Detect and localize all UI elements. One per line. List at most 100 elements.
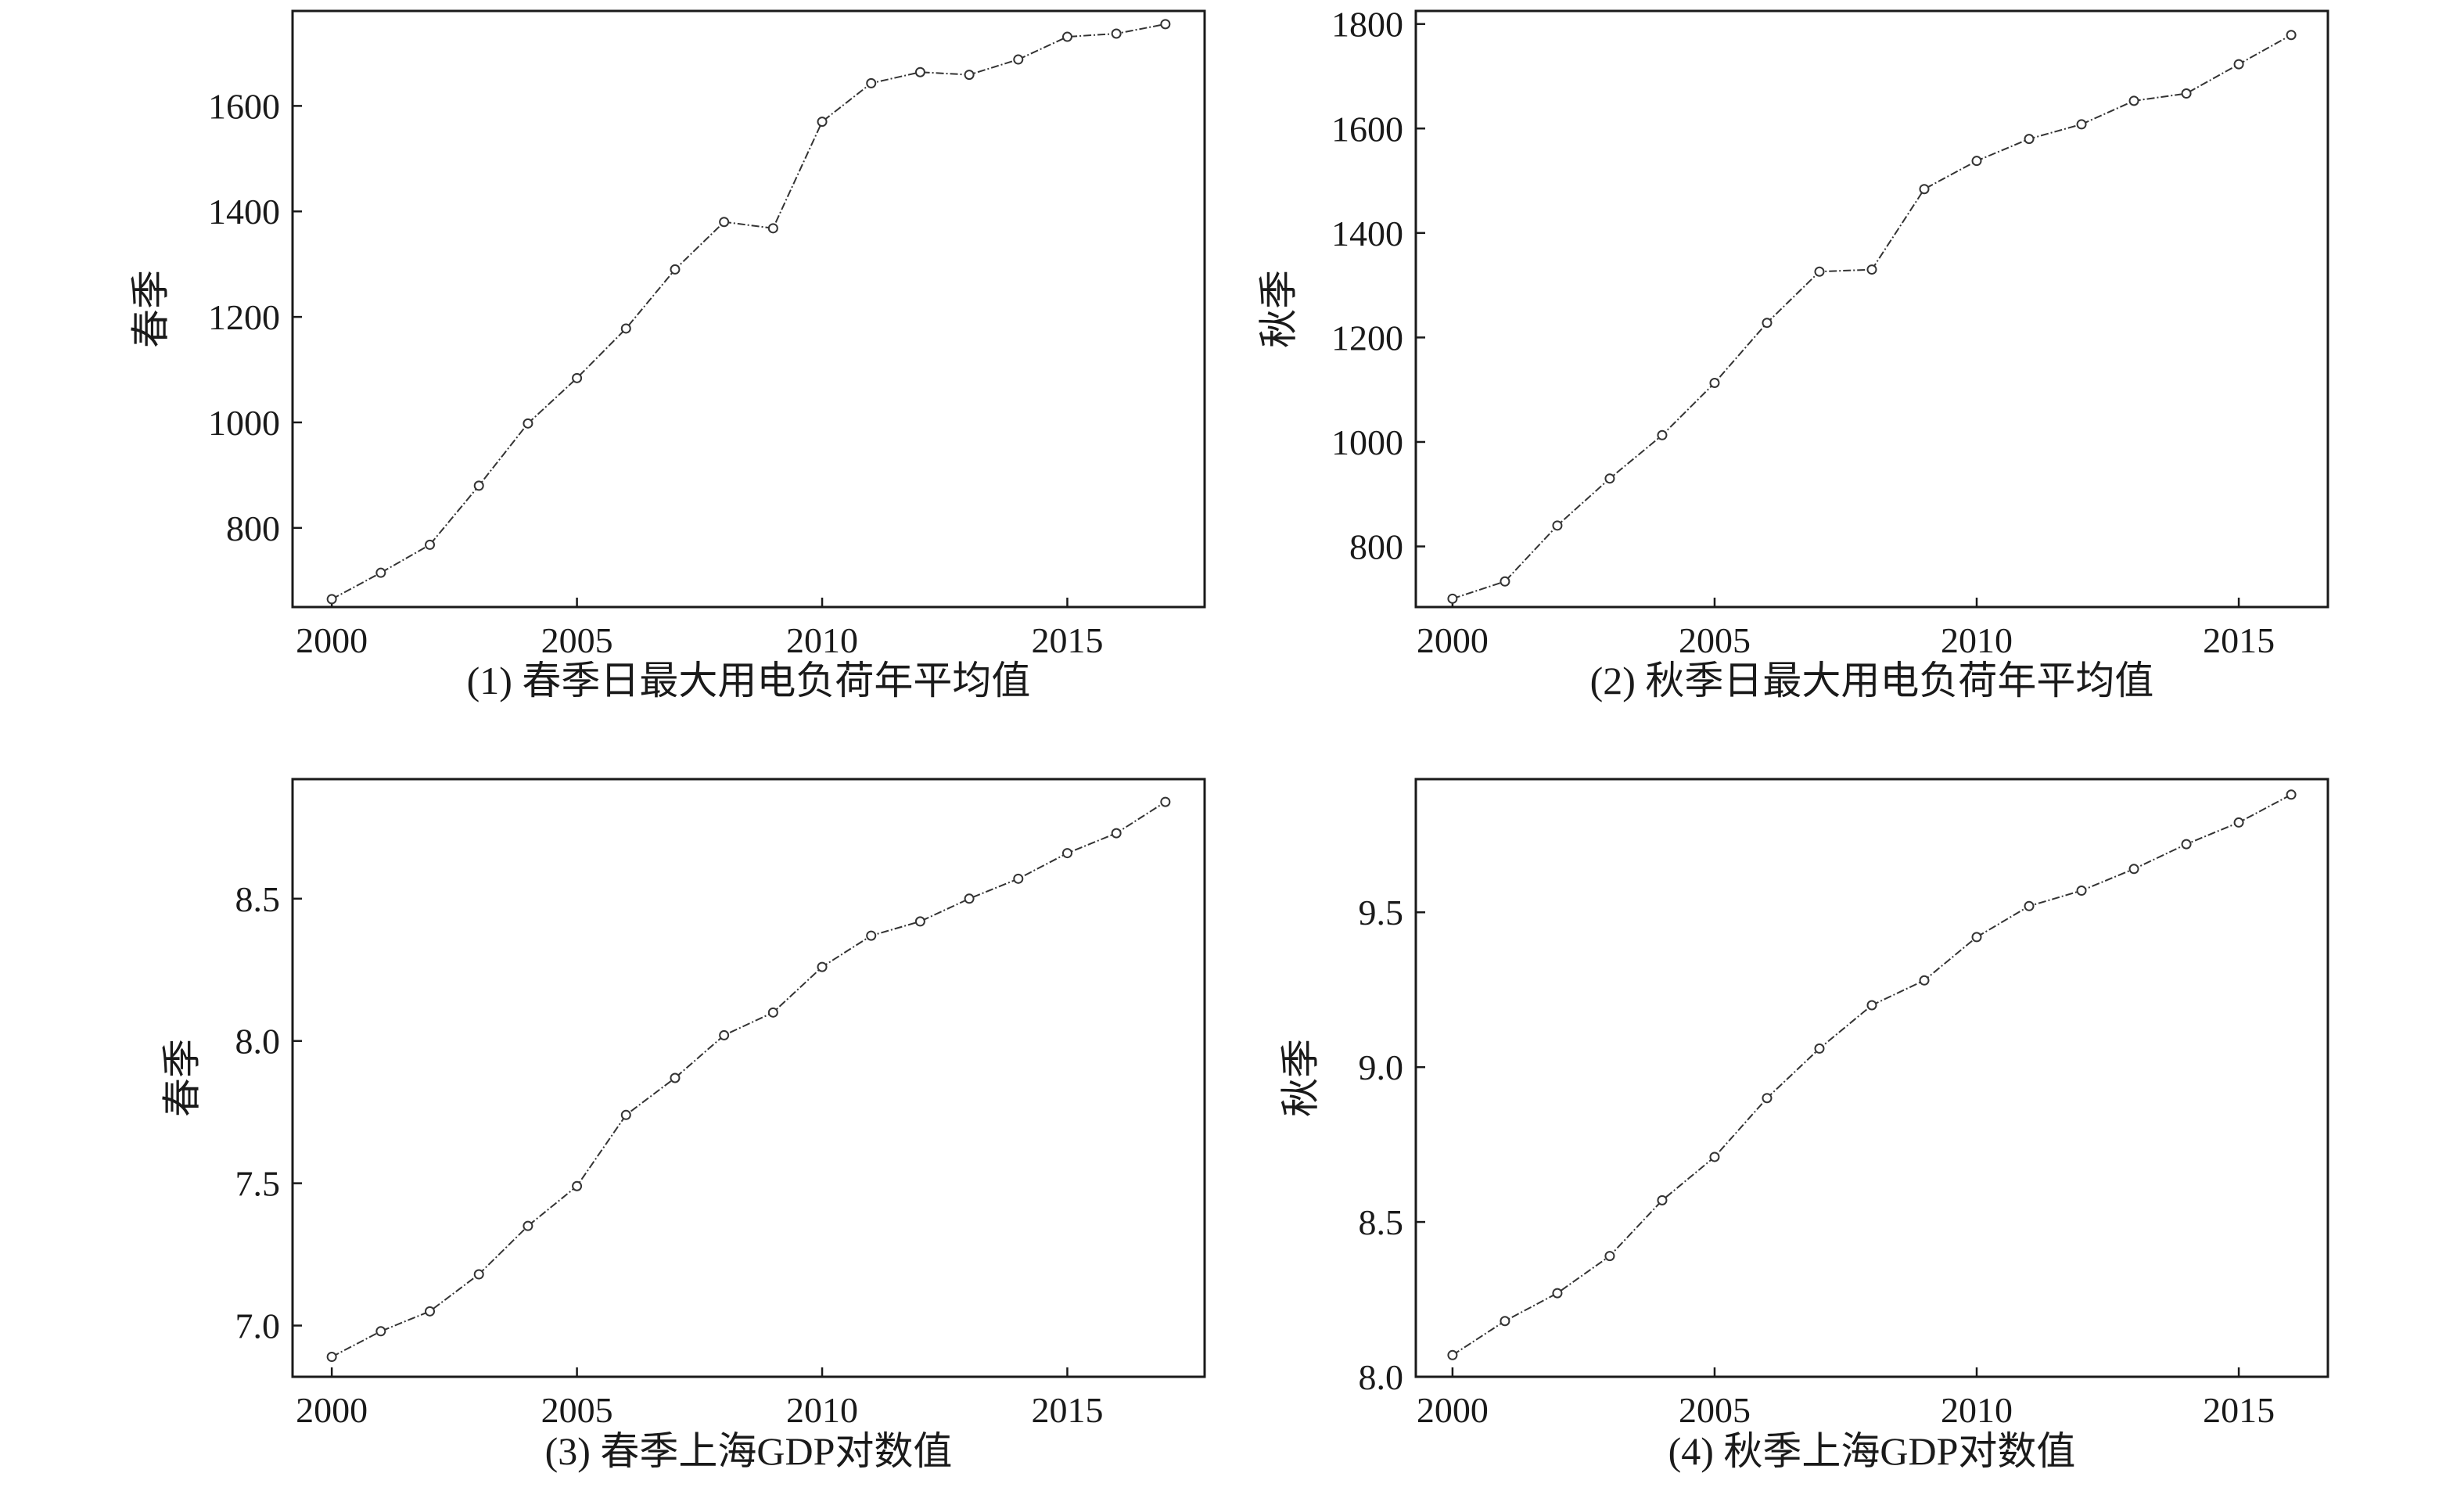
panel-4: 2000 2005 2010 2015 8.0 8.5 9.0 9.5 秋季 (4) 秋季上海… bbox=[1278, 778, 2329, 1473]
data-point bbox=[817, 117, 828, 128]
data-series bbox=[1447, 30, 2297, 604]
data-point bbox=[1111, 28, 1122, 39]
data-point bbox=[1814, 266, 1825, 277]
x-tick-label: 2000 bbox=[296, 1390, 368, 1430]
y-axis-title: 春季 bbox=[128, 270, 172, 348]
data-point bbox=[2024, 134, 2035, 145]
data-point bbox=[473, 480, 484, 491]
data-point bbox=[572, 372, 583, 383]
data-point bbox=[767, 1007, 778, 1018]
data-point bbox=[425, 1306, 436, 1317]
panel-2: 2000 2005 2010 201580010001200140016001800 … bbox=[1256, 5, 2329, 702]
panel-1: 2000 2005 2010 2015 800 1000 1200 1400 1600 春季 (… bbox=[128, 9, 1206, 702]
x-tick-label: 2005 bbox=[541, 1390, 613, 1430]
data-point bbox=[1604, 1251, 1615, 1262]
x-tick-label: 2010 bbox=[1941, 1390, 2013, 1430]
y-tick-label: 9.5 bbox=[1359, 893, 1404, 932]
panel-caption: (4) 秋季上海GDP对数值 bbox=[1668, 1429, 2076, 1473]
data-point bbox=[1447, 593, 1458, 604]
x-tick-label: 2010 bbox=[786, 620, 858, 660]
x-tick-label: 2010 bbox=[1941, 620, 2013, 660]
y-tick-label: 1400 bbox=[1331, 214, 1403, 253]
axis-ticks: 2000 2005 2010 2015 800 1000 1200 1400 1600 1800 bbox=[1331, 5, 2275, 660]
data-point bbox=[670, 264, 681, 275]
y-tick-label: 8.0 bbox=[235, 1022, 281, 1062]
y-tick-label: 1000 bbox=[208, 403, 280, 443]
data-point bbox=[425, 539, 436, 550]
x-tick-label: 2000 bbox=[1417, 620, 1489, 660]
data-point bbox=[1919, 184, 1930, 195]
data-point bbox=[1762, 1093, 1773, 1104]
data-point bbox=[1709, 377, 1720, 388]
data-point bbox=[1013, 54, 1024, 65]
y-tick-label: 8.5 bbox=[1359, 1202, 1404, 1242]
data-point bbox=[1604, 473, 1615, 484]
y-tick-label: 800 bbox=[1349, 527, 1403, 567]
data-point bbox=[375, 567, 386, 578]
plot-frame bbox=[1414, 778, 2329, 1378]
x-tick-label: 2015 bbox=[2203, 620, 2275, 660]
plot-frame bbox=[291, 9, 1206, 609]
data-point bbox=[1971, 156, 1982, 167]
x-tick-label: 2000 bbox=[296, 620, 368, 660]
data-point bbox=[866, 77, 877, 88]
data-point bbox=[2181, 88, 2192, 99]
data-series bbox=[326, 19, 1171, 605]
plot-frame bbox=[1414, 9, 2329, 609]
data-point bbox=[2233, 59, 2244, 70]
data-point bbox=[2128, 864, 2139, 875]
y-tick-label: 7.0 bbox=[235, 1306, 281, 1346]
x-tick-label: 2000 bbox=[1417, 1390, 1489, 1430]
data-point bbox=[1447, 1349, 1458, 1360]
axis-ticks: 2000 2005 2010 2015 8.0 8.5 9.0 9.5 bbox=[1359, 893, 2275, 1430]
data-point bbox=[2286, 789, 2297, 800]
y-tick-label: 1800 bbox=[1331, 5, 1403, 45]
data-point bbox=[719, 217, 730, 228]
panel-3: 2000 2005 2010 2015 7.0 7.5 8.0 8.5 春季 (3) 春季上海… bbox=[160, 778, 1206, 1473]
data-point bbox=[2024, 900, 2035, 911]
x-tick-label: 2005 bbox=[1679, 620, 1751, 660]
axis-ticks: 2000 2005 2010 2015 800 1000 1200 1400 1600 bbox=[208, 86, 1103, 660]
data-point bbox=[1919, 975, 1930, 986]
data-series bbox=[326, 796, 1171, 1363]
y-axis-title: 秋季 bbox=[1256, 270, 1300, 348]
y-tick-label: 1000 bbox=[1331, 422, 1403, 462]
data-point bbox=[719, 1029, 730, 1040]
data-point bbox=[1971, 932, 1982, 943]
y-axis-title: 春季 bbox=[160, 1039, 203, 1117]
data-point bbox=[866, 930, 877, 941]
data-point bbox=[2128, 95, 2139, 106]
data-point bbox=[620, 1109, 631, 1120]
data-point bbox=[1500, 1316, 1510, 1327]
data-point bbox=[817, 961, 828, 972]
data-point bbox=[767, 223, 778, 234]
data-point bbox=[1762, 318, 1773, 329]
data-point bbox=[2233, 817, 2244, 828]
data-point bbox=[2076, 886, 2087, 896]
data-point bbox=[964, 70, 975, 81]
data-point bbox=[1709, 1151, 1720, 1162]
x-tick-label: 2015 bbox=[1031, 620, 1103, 660]
data-series bbox=[1447, 789, 2297, 1360]
data-point bbox=[1111, 828, 1122, 839]
series-line bbox=[1452, 793, 2292, 1356]
y-tick-label: 1600 bbox=[208, 86, 280, 126]
x-tick-label: 2005 bbox=[541, 620, 613, 660]
data-point bbox=[326, 1352, 337, 1363]
series-line bbox=[1452, 34, 2292, 600]
plot-frame bbox=[291, 778, 1206, 1378]
series-line bbox=[331, 801, 1166, 1358]
data-point bbox=[964, 893, 975, 904]
y-tick-label: 9.0 bbox=[1359, 1047, 1404, 1087]
data-point bbox=[572, 1180, 583, 1191]
panel-caption: (3) 春季上海GDP对数值 bbox=[545, 1429, 953, 1473]
data-point bbox=[2181, 839, 2192, 850]
data-point bbox=[914, 66, 925, 77]
x-tick-label: 2015 bbox=[1031, 1390, 1103, 1430]
y-tick-label: 8.5 bbox=[235, 879, 281, 919]
x-tick-label: 2010 bbox=[786, 1390, 858, 1430]
panel-caption: (2) 秋季日最大用电负荷年平均值 bbox=[1590, 659, 2154, 702]
data-point bbox=[523, 1220, 533, 1231]
data-point bbox=[473, 1269, 484, 1280]
data-point bbox=[1160, 19, 1171, 30]
